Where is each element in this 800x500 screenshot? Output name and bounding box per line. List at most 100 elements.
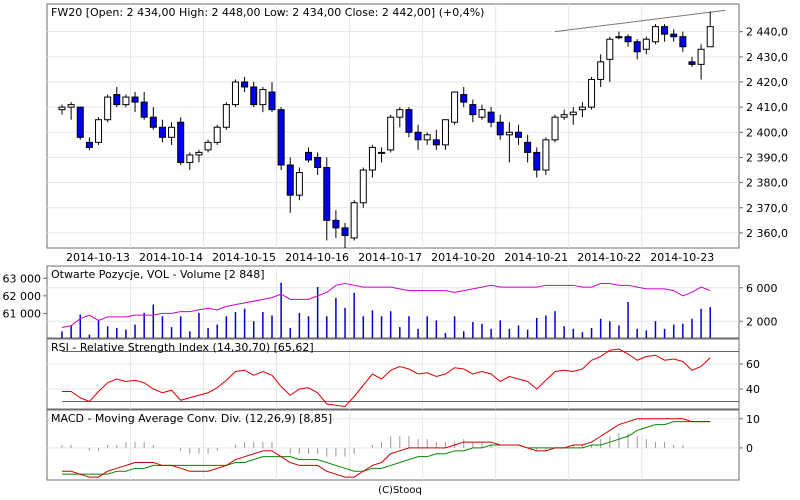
candle-body [250, 86, 258, 106]
rsi-tick-label: 60 [746, 358, 760, 371]
candle-body [670, 33, 678, 38]
candle-body [122, 96, 130, 106]
volume-ticks: 6 000 2 000 [739, 282, 778, 328]
candle-body [222, 104, 230, 128]
candle-body [423, 134, 431, 141]
candle-body [615, 36, 623, 39]
candle-body [168, 126, 176, 138]
price-grid [47, 4, 739, 248]
candle-body [432, 139, 440, 146]
macd-grid [47, 410, 739, 480]
candle-body [651, 26, 659, 43]
open-interest-tick-label: 63 000 [3, 272, 42, 285]
price-y-tick-label: 2 420,0 [746, 76, 788, 89]
price-y-tick-label: 2 370,0 [746, 202, 788, 215]
rsi-panel-frame [46, 338, 740, 410]
footer-credit: (C)Stooq [378, 485, 422, 496]
candle-body [76, 106, 84, 138]
candle-body [350, 202, 358, 239]
open-interest-tick-label: 61 000 [3, 307, 42, 320]
candle-body [277, 109, 285, 166]
price-x-tick-label: 2014-10-17 [358, 251, 422, 264]
candle-body [387, 116, 395, 151]
candle-body [85, 141, 93, 148]
candle-body [332, 219, 340, 229]
candle-body [58, 106, 66, 111]
candle-body [131, 96, 139, 103]
price-y-ticks: 2 360,0 2 370,0 2 380,0 2 390,0 2 400,0 2 410… [739, 26, 788, 240]
rsi-levels [62, 351, 739, 402]
macd-tick-label: 10 [746, 413, 760, 426]
price-y-tick-label: 2 360,0 [746, 227, 788, 240]
price-x-tick-label: 2014-10-15 [212, 251, 276, 264]
candle-body [578, 106, 586, 111]
candle-body [231, 81, 239, 106]
price-x-tick-label: 2014-10-22 [577, 251, 641, 264]
rsi-tick-label: 40 [746, 383, 760, 396]
price-x-tick-label: 2014-10-20 [431, 251, 495, 264]
candle-body [624, 36, 632, 43]
price-y-tick-label: 2 400,0 [746, 126, 788, 139]
candle-body [95, 119, 103, 143]
candle-body [706, 26, 714, 48]
price-x-tick-label: 2014-10-21 [504, 251, 568, 264]
candle-body [286, 164, 294, 196]
rsi-panel-title: RSI - Relative Strength Index (14,30,70)… [51, 341, 314, 354]
candle-body [259, 89, 267, 106]
price-x-tick-label: 2014-10-14 [139, 251, 203, 264]
rsi-grid [47, 339, 739, 409]
candle-body [204, 141, 212, 151]
price-y-tick-label: 2 410,0 [746, 101, 788, 114]
candle-body [524, 141, 532, 153]
candle-body [149, 116, 157, 128]
open-interest-tick-label: 62 000 [3, 290, 42, 303]
candle-body [405, 109, 413, 133]
volume-tick-label: 2 000 [746, 315, 778, 328]
candle-body [441, 119, 449, 146]
candle-body [305, 151, 313, 161]
macd-panel-frame [46, 409, 740, 481]
price-y-tick-label: 2 430,0 [746, 51, 788, 64]
candle-body [177, 121, 185, 163]
candle-body [460, 94, 468, 103]
candle-body [67, 104, 75, 108]
candle-body [688, 61, 696, 65]
candle-body [241, 81, 249, 88]
candle-body [606, 38, 614, 60]
candle-body [378, 151, 386, 154]
price-y-tick-label: 2 440,0 [746, 26, 788, 39]
candle-body [113, 94, 121, 106]
candle-body [560, 114, 568, 118]
candle-body [314, 156, 322, 169]
candle-body [496, 121, 504, 136]
candle-body [158, 126, 166, 138]
candle-body [542, 139, 550, 171]
candle-body [642, 38, 650, 50]
price-x-tick-label: 2014-10-13 [66, 251, 130, 264]
candle-body [295, 172, 303, 196]
rsi-panel: 60 40 RSI - Relative Strength Index (14,3… [46, 338, 760, 410]
candle-body [414, 131, 422, 141]
price-x-tick-label: 2014-10-23 [650, 251, 714, 264]
macd-tick-label: 0 [746, 442, 753, 455]
candle-body [140, 101, 148, 118]
candle-body [195, 151, 203, 156]
candle-body [661, 26, 669, 35]
open-interest-line [61, 283, 711, 328]
candle-body [515, 131, 522, 138]
volume-panel-title: Otwarte Pozycje, VOL - Volume [2 848] [51, 268, 265, 281]
price-candles [58, 11, 714, 248]
candle-body [505, 131, 513, 136]
candle-body [104, 96, 112, 121]
candle-body [679, 36, 687, 48]
macd-panel-title: MACD - Moving Average Conv. Div. (12,26,… [51, 412, 332, 425]
candle-body [533, 151, 541, 171]
candle-body [469, 104, 477, 116]
candle-body [396, 109, 404, 118]
candle-body [697, 48, 705, 65]
price-y-tick-label: 2 380,0 [746, 177, 788, 190]
volume-panel: 63 000 62 000 61 000 6 000 2 000 Otwarte Po… [3, 265, 778, 339]
candle-body [186, 154, 194, 163]
candle-body [478, 109, 486, 118]
